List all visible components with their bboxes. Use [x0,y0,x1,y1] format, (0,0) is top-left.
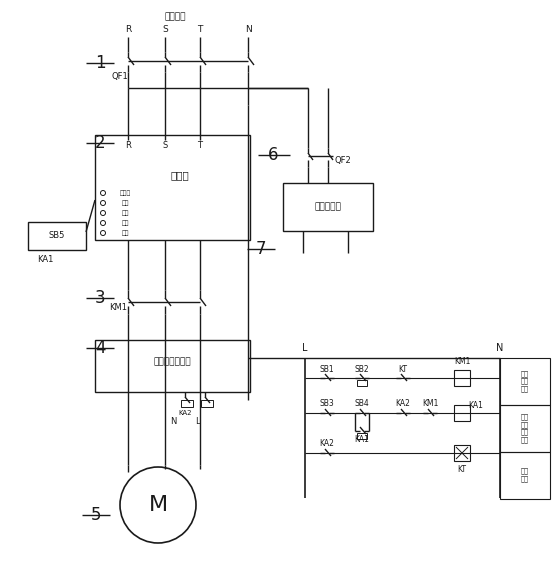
Text: KA2: KA2 [178,410,192,416]
Bar [201,400,213,407]
Bar [500,452,550,499]
Text: 公共端: 公共端 [119,190,131,196]
Text: 2: 2 [95,134,105,152]
Text: 起动: 起动 [121,230,129,236]
Bar [95,340,250,392]
Text: L: L [195,418,199,426]
Text: SB1: SB1 [320,364,334,374]
Text: SB3: SB3 [320,399,334,408]
Text: KA1: KA1 [355,436,369,444]
Bar [181,400,193,407]
Text: SB5: SB5 [49,231,65,241]
Text: KA1: KA1 [468,401,483,409]
Bar [454,370,470,386]
Bar [28,222,86,250]
Text: KM1: KM1 [109,304,127,312]
Bar [357,380,367,386]
Text: T: T [198,141,203,150]
Text: KM1: KM1 [454,357,470,367]
Text: 5: 5 [91,506,101,524]
Text: QF2: QF2 [335,155,351,165]
Text: 外部: 外部 [121,210,129,216]
Text: QF1: QF1 [111,72,128,82]
Text: 6: 6 [268,146,278,164]
Text: KA2: KA2 [395,399,411,408]
Text: S: S [162,26,168,34]
Text: T: T [197,26,203,34]
Text: KA2: KA2 [320,440,334,449]
Text: 7: 7 [256,240,266,258]
Bar [500,358,550,405]
Text: S: S [163,141,168,150]
Bar [357,433,367,439]
Bar [500,405,550,452]
Text: L: L [302,343,308,353]
Text: SB2: SB2 [355,364,369,374]
Text: N: N [245,26,251,34]
Text: KT: KT [457,464,467,474]
Text: 复位: 复位 [121,200,129,206]
Text: N: N [170,418,176,426]
Text: 谐波保护器: 谐波保护器 [315,203,341,211]
Text: 延时
延时: 延时 延时 [521,468,529,482]
Text: 消频: 消频 [121,220,129,226]
Text: 3: 3 [95,289,105,307]
Text: 进线电源: 进线电源 [164,12,185,22]
Bar [454,445,470,461]
Bar [454,405,470,421]
Text: 电机
变频
起动: 电机 变频 起动 [521,370,529,392]
Text: 变频器: 变频器 [171,170,189,180]
Text: R: R [125,141,131,150]
Text: SB4: SB4 [355,399,369,408]
Text: KM1: KM1 [422,399,438,408]
Text: 智能电机保护器: 智能电机保护器 [153,357,191,367]
Bar [95,135,250,240]
Text: 1: 1 [95,54,105,72]
Text: R: R [125,26,131,34]
Text: KA1: KA1 [37,256,53,265]
Text: KT: KT [398,364,408,374]
Text: 电机
变频
起动
联锁: 电机 变频 起动 联锁 [521,413,529,443]
Text: 4: 4 [95,339,105,357]
Text: M: M [148,495,168,515]
Bar [283,183,373,231]
Text: N: N [496,343,504,353]
